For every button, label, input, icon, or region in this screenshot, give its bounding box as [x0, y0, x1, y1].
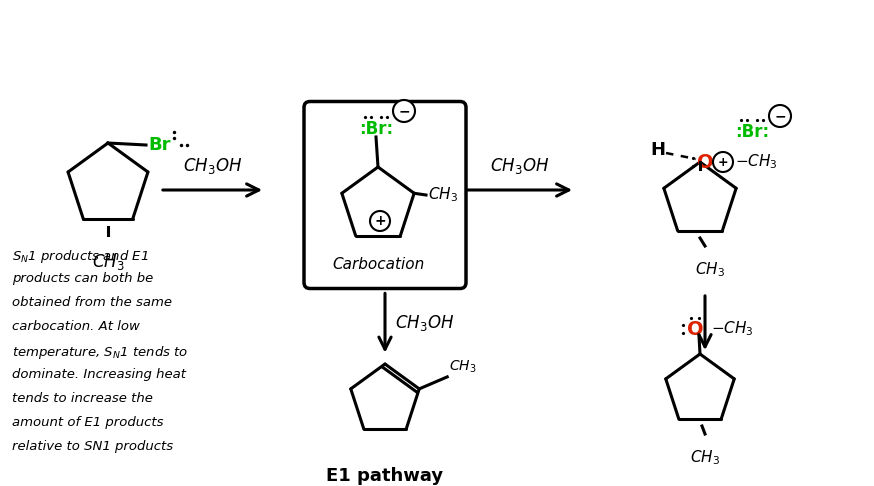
Text: relative to SN1 products: relative to SN1 products — [12, 440, 173, 453]
Text: Carbocation: Carbocation — [332, 257, 424, 272]
Text: $CH_3$: $CH_3$ — [428, 186, 458, 204]
Circle shape — [769, 105, 791, 127]
Text: dominate. Increasing heat: dominate. Increasing heat — [12, 368, 186, 381]
Text: $-CH_3$: $-CH_3$ — [711, 320, 753, 338]
Text: $CH_3OH$: $CH_3OH$ — [490, 156, 550, 176]
Text: $CH_3OH$: $CH_3OH$ — [183, 156, 242, 176]
Text: +: + — [374, 214, 385, 228]
Text: O: O — [697, 153, 713, 172]
Text: temperature, $S_N$1 tends to: temperature, $S_N$1 tends to — [12, 344, 188, 361]
Text: amount of E1 products: amount of E1 products — [12, 416, 163, 429]
Text: carbocation. At low: carbocation. At low — [12, 320, 140, 333]
Text: tends to increase the: tends to increase the — [12, 392, 153, 405]
FancyBboxPatch shape — [304, 102, 466, 289]
Text: $S_N$1 products and E1: $S_N$1 products and E1 — [12, 248, 149, 265]
Text: +: + — [718, 156, 728, 169]
Text: Br: Br — [148, 136, 170, 154]
Text: $CH_3$: $CH_3$ — [449, 359, 476, 375]
Text: products can both be: products can both be — [12, 272, 153, 285]
Text: $CH_3$: $CH_3$ — [92, 252, 124, 272]
Text: :Br:: :Br: — [735, 123, 769, 141]
Text: E1 pathway: E1 pathway — [326, 467, 444, 485]
Text: $CH_3$: $CH_3$ — [695, 260, 725, 278]
Text: −: − — [774, 109, 786, 123]
Text: $CH_3$: $CH_3$ — [690, 448, 720, 467]
Text: :Br:: :Br: — [359, 120, 393, 138]
Text: $-CH_3$: $-CH_3$ — [735, 153, 778, 172]
Text: −: − — [399, 104, 410, 118]
Circle shape — [393, 100, 415, 122]
Text: O: O — [687, 319, 704, 339]
Text: obtained from the same: obtained from the same — [12, 296, 172, 309]
Circle shape — [370, 211, 390, 231]
Circle shape — [713, 152, 733, 172]
Text: H: H — [650, 141, 665, 159]
Text: $CH_3OH$: $CH_3OH$ — [395, 313, 454, 333]
